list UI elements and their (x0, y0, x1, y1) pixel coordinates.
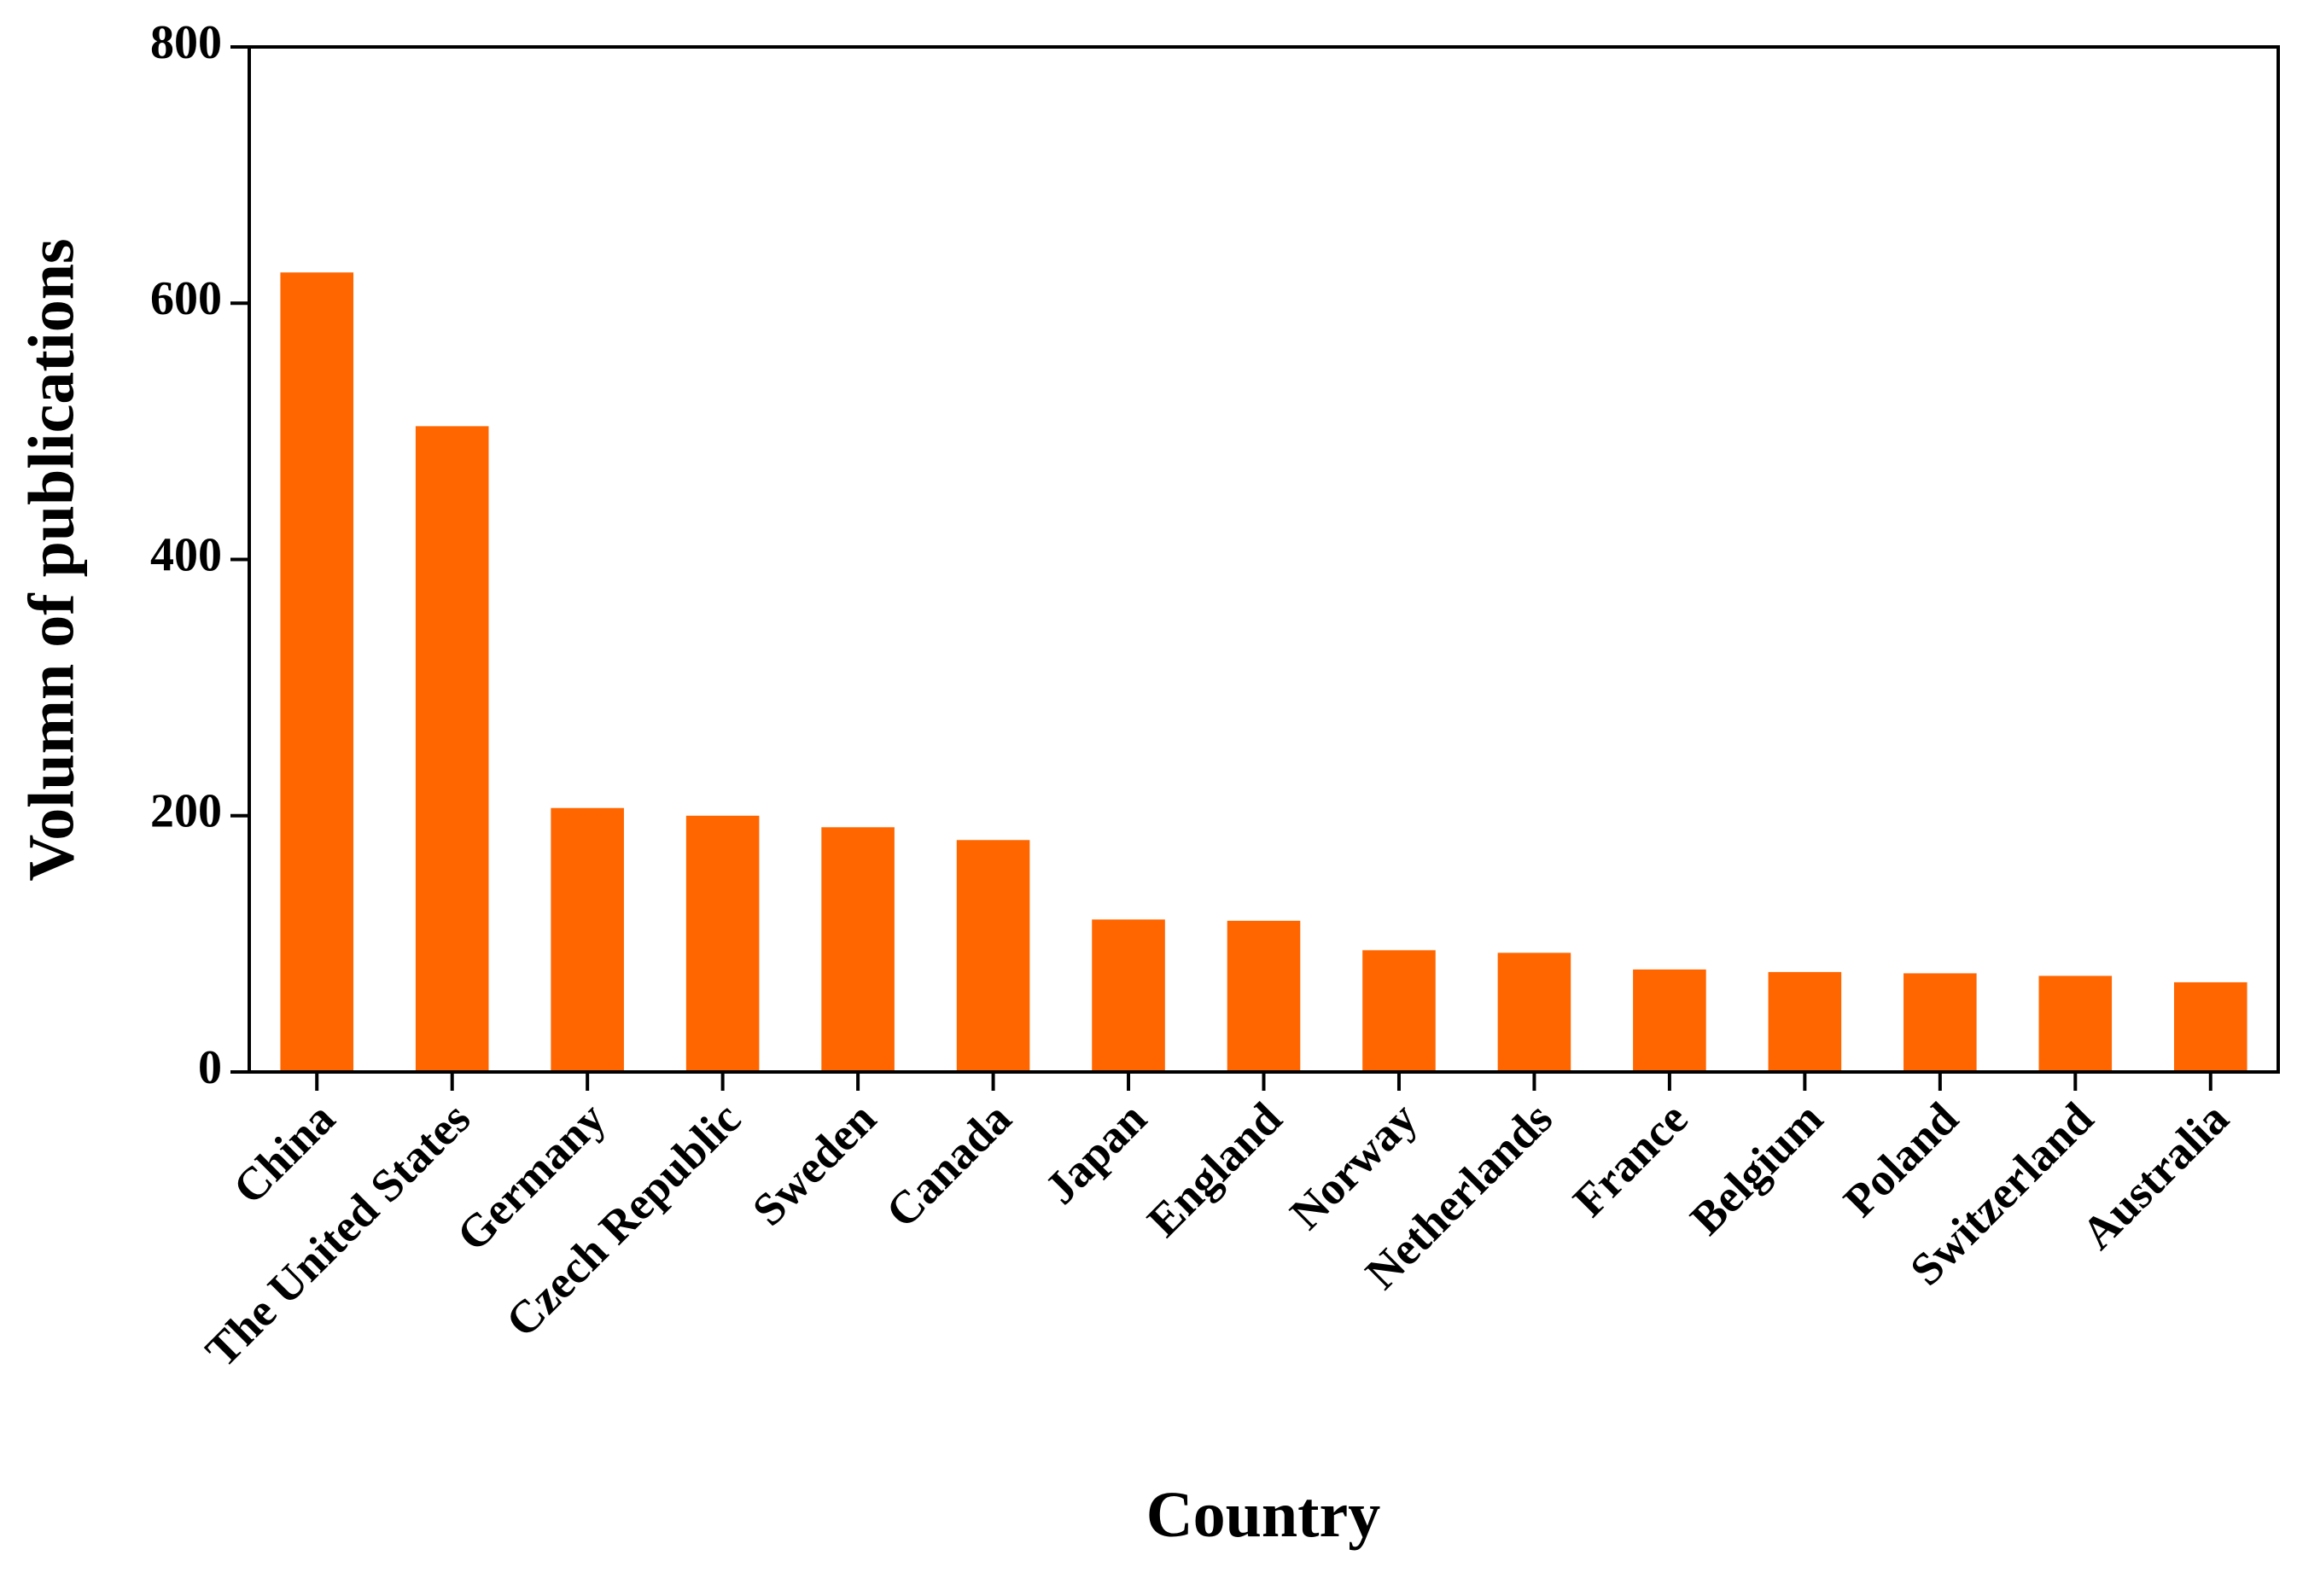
bar (1362, 950, 1436, 1072)
bar (685, 815, 760, 1072)
bar (1768, 971, 1842, 1072)
y-tick-label: 200 (150, 785, 222, 838)
y-tick-label: 800 (150, 16, 222, 69)
y-axis-title: Volumn of publications (15, 238, 87, 881)
bar (2038, 976, 2113, 1072)
x-tick-label: Belgium (1681, 1092, 1833, 1244)
bar (956, 840, 1030, 1072)
x-tick-label: France (1563, 1092, 1697, 1226)
bar (551, 807, 624, 1072)
x-tick-label: Japan (1035, 1092, 1156, 1214)
bar (1903, 973, 1977, 1072)
x-tick-label: Australia (2072, 1092, 2238, 1259)
y-tick-label: 0 (198, 1041, 222, 1094)
plot-frame (248, 45, 2280, 1074)
bar (821, 827, 895, 1072)
x-tick-label: England (1138, 1092, 1291, 1246)
bar (415, 426, 489, 1072)
x-tick-label: China (224, 1092, 345, 1214)
bar (1092, 919, 1165, 1072)
x-tick-label: Sweden (743, 1092, 886, 1236)
x-tick-label: Czech Republic (496, 1092, 750, 1347)
x-axis-title: Country (1146, 1479, 1380, 1551)
bar (1227, 920, 1301, 1072)
x-tick-label: Poland (1834, 1092, 1968, 1226)
y-tick-label: 400 (150, 528, 222, 581)
x-tick-label: Canada (876, 1092, 1021, 1238)
bar (280, 272, 354, 1073)
bar (1633, 969, 1706, 1072)
y-tick-label: 600 (150, 272, 222, 325)
bar (2173, 981, 2247, 1072)
bar (1497, 952, 1571, 1072)
